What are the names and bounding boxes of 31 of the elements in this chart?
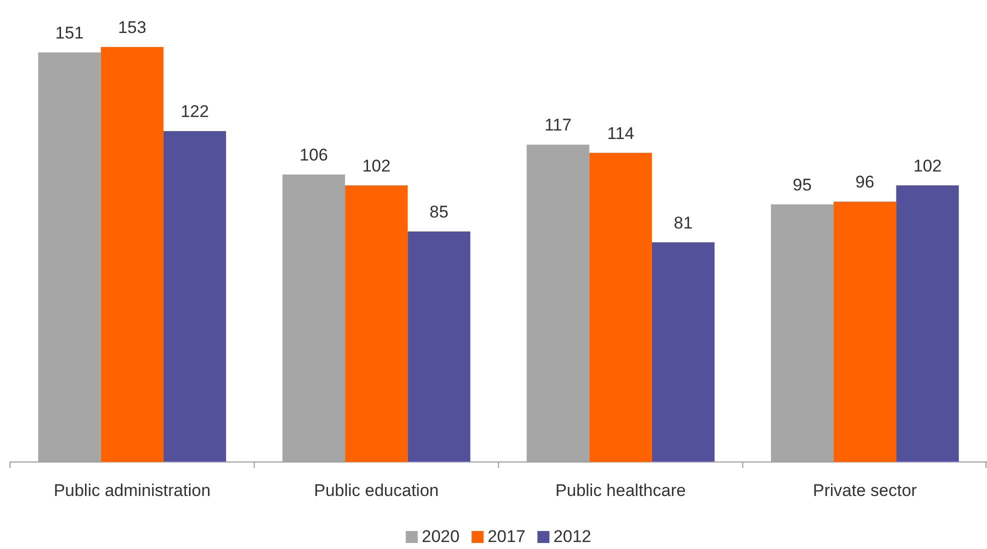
x-tick-label: Public administration <box>54 481 211 500</box>
data-label: 153 <box>118 18 146 37</box>
legend-label: 2020 <box>422 527 460 546</box>
bar <box>896 185 959 462</box>
data-label: 95 <box>792 175 812 194</box>
bar <box>408 231 470 462</box>
bar <box>589 152 652 462</box>
bar <box>652 242 715 462</box>
x-tick-label: Private sector <box>812 481 918 500</box>
bar <box>345 185 408 462</box>
data-label: 96 <box>855 172 874 192</box>
x-tick-label: Public healthcare <box>555 481 686 500</box>
x-tick-label: Public education <box>314 481 439 500</box>
legend-label: 2017 <box>488 527 526 546</box>
bar <box>38 52 101 462</box>
data-label: 114 <box>607 124 634 143</box>
data-label: 81 <box>674 213 693 232</box>
data-label: 102 <box>362 156 391 176</box>
bar <box>163 131 226 462</box>
data-label: 122 <box>180 102 209 122</box>
bar <box>100 47 164 462</box>
data-label: 85 <box>430 202 448 222</box>
bar <box>526 144 590 462</box>
bar <box>282 174 346 462</box>
data-label: 151 <box>55 23 84 42</box>
data-label: 102 <box>913 156 942 176</box>
data-label: 117 <box>544 116 572 135</box>
legend-label: 2012 <box>553 527 592 546</box>
bar <box>834 202 896 462</box>
bar <box>770 204 834 462</box>
data-label: 106 <box>300 145 328 164</box>
